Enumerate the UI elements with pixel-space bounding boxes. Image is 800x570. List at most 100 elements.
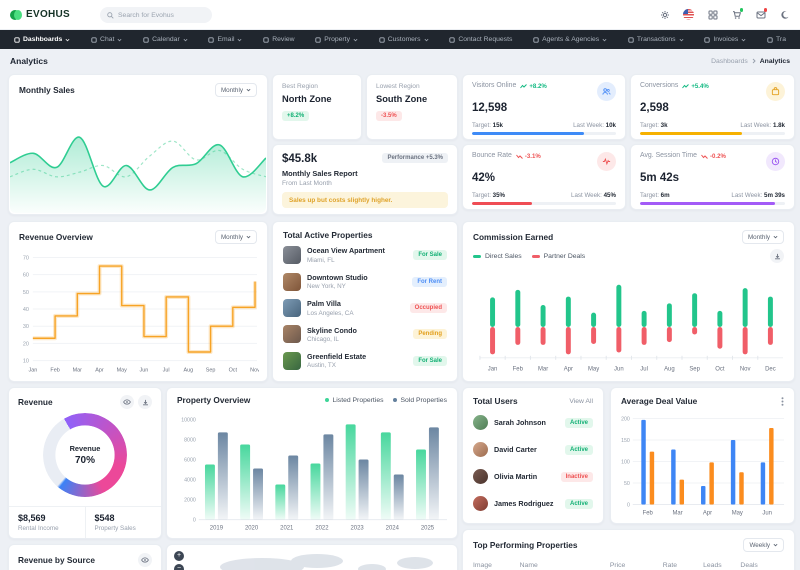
- map-card: + −: [166, 544, 458, 570]
- dark-mode-icon[interactable]: [779, 9, 790, 20]
- svg-text:50: 50: [23, 290, 29, 296]
- view-all-link[interactable]: View All: [569, 397, 593, 405]
- list-item[interactable]: Skyline Condo Chicago, IL Pending: [273, 321, 457, 347]
- sales-report-subtitle: From Last Month: [282, 180, 332, 187]
- list-item[interactable]: Greenfield Estate Austin, TX For Sale: [273, 348, 457, 374]
- nav-item-review[interactable]: Review: [263, 36, 295, 43]
- average-deal-title: Average Deal Value: [621, 396, 698, 406]
- monthly-sales-period-select[interactable]: Monthly: [214, 83, 257, 97]
- svg-text:May: May: [117, 368, 128, 374]
- revenue-overview-period-select[interactable]: Monthly: [214, 230, 257, 244]
- nav-item-transactions[interactable]: Transactions: [628, 36, 684, 43]
- property-sales-label: Property Sales: [94, 525, 136, 532]
- best-region-change-badge: +8.2%: [282, 111, 310, 121]
- revenue-overview-card: Revenue Overview Monthly 10 20 30 40 50 60 70 J…: [8, 221, 268, 382]
- trend-down-icon: -3.1%: [515, 153, 541, 160]
- nav-item-dashboards[interactable]: Dashboards: [14, 36, 70, 43]
- chevron-down-icon: [65, 38, 70, 42]
- property-thumbnail: [283, 272, 301, 291]
- nav-item-tra[interactable]: Tra: [767, 36, 786, 43]
- status-badge: Pending: [413, 329, 447, 340]
- download-icon[interactable]: [138, 395, 152, 409]
- svg-text:4000: 4000: [184, 478, 196, 484]
- nav-item-email[interactable]: Email: [208, 36, 242, 43]
- rental-income-value: $8,569: [18, 513, 46, 523]
- commission-earned-title: Commission Earned: [473, 232, 554, 242]
- progress-bar: [472, 132, 616, 135]
- nav-item-chat[interactable]: Chat: [91, 36, 122, 43]
- conversions-card: Conversions +5.4% 2,598 Target: 3k Last …: [630, 74, 795, 140]
- eye-icon[interactable]: [138, 553, 152, 567]
- commission-period-select[interactable]: Monthly: [741, 230, 784, 244]
- average-deal-chart: 0 50 100 150 200 Feb Mar Apr May Jun: [617, 412, 788, 518]
- map-zoom-in-button[interactable]: +: [174, 551, 184, 561]
- breadcrumb-current: Analytics: [759, 57, 790, 65]
- language-flag-icon[interactable]: [683, 9, 694, 20]
- list-item[interactable]: David Carter Active: [463, 436, 603, 463]
- monthly-sales-chart: [10, 103, 266, 213]
- avatar: [473, 415, 488, 430]
- invoices-icon: [704, 36, 710, 43]
- property-name: Palm Villa: [307, 299, 341, 309]
- chevron-down-icon: [183, 38, 188, 42]
- nav-item-calendar[interactable]: Calendar: [143, 36, 188, 43]
- svg-text:40: 40: [23, 307, 29, 313]
- breadcrumb-dashboards[interactable]: Dashboards: [711, 57, 748, 65]
- svg-text:70: 70: [23, 255, 29, 261]
- nav-item-label: Contact Requests: [458, 36, 513, 43]
- best-region-name: North Zone: [282, 94, 332, 104]
- map-zoom-out-button[interactable]: −: [174, 564, 184, 570]
- chevron-down-icon: [773, 235, 778, 239]
- sales-report-title: Monthly Sales Report: [282, 169, 358, 178]
- stat-title: Avg. Session Time: [640, 152, 697, 159]
- eye-icon[interactable]: [120, 395, 134, 409]
- property-location: Miami, FL: [307, 256, 335, 264]
- download-icon[interactable]: [770, 249, 784, 263]
- list-item[interactable]: Olivia Martin Inactive: [463, 463, 603, 490]
- svg-text:6000: 6000: [184, 457, 196, 463]
- property-location: Austin, TX: [307, 362, 336, 370]
- nav-item-contact-requests[interactable]: Contact Requests: [449, 36, 512, 43]
- svg-text:2024: 2024: [386, 526, 400, 532]
- cart-notification-icon[interactable]: [731, 8, 743, 20]
- trend-up-icon: +8.2%: [520, 83, 547, 90]
- contact-requests-icon: [449, 36, 455, 43]
- nav-item-customers[interactable]: Customers: [379, 36, 429, 43]
- svg-text:Feb: Feb: [643, 510, 654, 516]
- mail-notification-icon[interactable]: [755, 8, 767, 20]
- nav-item-agents-agencies[interactable]: Agents & Agencies: [533, 36, 607, 43]
- svg-text:2021: 2021: [280, 526, 294, 532]
- kebab-menu-icon[interactable]: [781, 396, 784, 406]
- chevron-down-icon: [246, 235, 251, 239]
- property-thumbnail: [283, 246, 301, 265]
- settings-icon[interactable]: [659, 9, 670, 20]
- select-value: Monthly: [220, 233, 243, 241]
- property-location: New York, NY: [307, 283, 346, 291]
- search-input[interactable]: [118, 11, 205, 19]
- stat-meta: Target: 35% Last Week: 45%: [472, 192, 616, 199]
- svg-text:Oct: Oct: [229, 368, 238, 374]
- app-logo[interactable]: EVOHUS: [10, 9, 70, 21]
- stat-value: 2,598: [640, 102, 669, 114]
- bounce-rate-icon: [597, 152, 616, 171]
- top-performing-title: Top Performing Properties: [473, 540, 578, 550]
- list-item[interactable]: Downtown Studio New York, NY For Rent: [273, 268, 457, 294]
- apps-icon[interactable]: [707, 9, 718, 20]
- property-name: Ocean View Apartment: [307, 246, 385, 256]
- svg-text:Jul: Jul: [640, 367, 648, 373]
- chevron-down-icon: [246, 88, 251, 92]
- nav-item-property[interactable]: Property: [315, 36, 358, 43]
- global-search[interactable]: [100, 7, 212, 23]
- top-performing-period-select[interactable]: Weekly: [743, 538, 784, 552]
- select-value: Monthly: [220, 86, 243, 94]
- list-item[interactable]: Sarah Johnson Active: [463, 409, 603, 436]
- list-item[interactable]: James Rodriguez Active: [463, 490, 603, 517]
- avatar: [473, 496, 488, 511]
- status-badge: Inactive: [560, 471, 593, 482]
- svg-text:10: 10: [23, 359, 29, 365]
- property-thumbnail: [283, 298, 301, 317]
- nav-item-invoices[interactable]: Invoices: [704, 36, 746, 43]
- performance-badge: Performance +5.3%: [382, 153, 448, 163]
- list-item[interactable]: Ocean View Apartment Miami, FL For Sale: [273, 242, 457, 268]
- list-item[interactable]: Palm Villa Los Angeles, CA Occupied: [273, 295, 457, 321]
